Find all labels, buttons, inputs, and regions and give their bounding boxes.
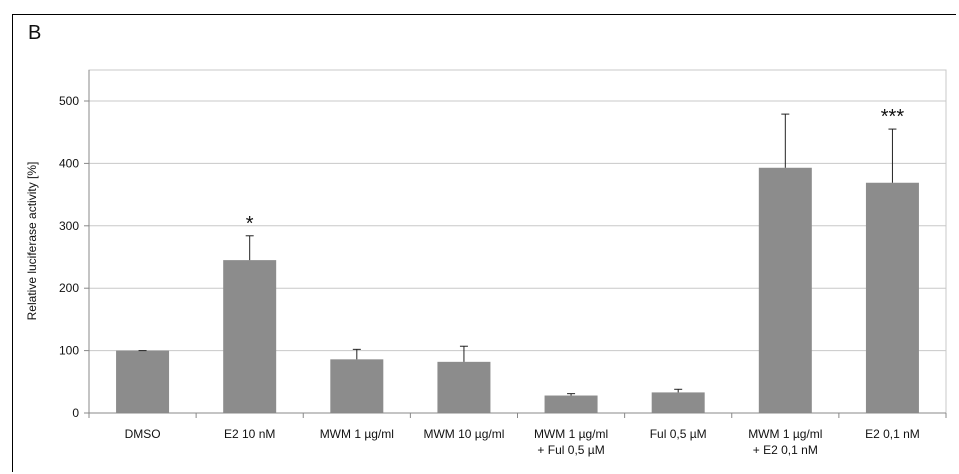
x-tick-label: MWM 10 µg/ml bbox=[423, 427, 504, 441]
bars-layer: **** bbox=[116, 106, 919, 413]
bar bbox=[116, 350, 170, 413]
x-tick-label: MWM 1 µg/ml bbox=[748, 427, 822, 441]
x-tick-label: E2 10 nM bbox=[224, 427, 275, 441]
y-tick-label: 0 bbox=[72, 406, 79, 420]
x-tick-label: MWM 1 µg/ml bbox=[320, 427, 394, 441]
x-tick-label: + E2 0,1 nM bbox=[753, 443, 818, 457]
figure-frame bbox=[12, 14, 956, 472]
y-tick-label: 500 bbox=[59, 94, 79, 108]
x-tick-label: + Ful 0,5 µM bbox=[537, 443, 604, 457]
bar bbox=[544, 395, 598, 413]
y-tick-label: 300 bbox=[59, 219, 79, 233]
x-tick-label: DMSO bbox=[125, 427, 161, 441]
bar bbox=[437, 361, 491, 413]
panel-label: B bbox=[28, 22, 42, 44]
grid-layer bbox=[88, 69, 947, 414]
bar bbox=[651, 392, 705, 413]
significance-marker: *** bbox=[881, 106, 905, 128]
significance-marker: * bbox=[246, 213, 254, 235]
x-tick-label: MWM 1 µg/ml bbox=[534, 427, 608, 441]
bar bbox=[330, 359, 384, 413]
bar bbox=[865, 182, 919, 413]
y-tick-label: 400 bbox=[59, 156, 79, 170]
x-tick-label: Ful 0,5 µM bbox=[650, 427, 707, 441]
y-axis-label: Relative luciferase activity [%] bbox=[25, 162, 39, 321]
bar bbox=[223, 260, 277, 413]
y-tick-label: 100 bbox=[59, 344, 79, 358]
y-tick-label: 200 bbox=[59, 281, 79, 295]
x-tick-label: E2 0,1 nM bbox=[865, 427, 920, 441]
bar bbox=[758, 167, 812, 413]
axis-layer: 0 100 200 300 400 500 DMSO E2 10 nM MWM 1 µg/ml M… bbox=[59, 70, 947, 457]
plot-area bbox=[88, 69, 947, 414]
